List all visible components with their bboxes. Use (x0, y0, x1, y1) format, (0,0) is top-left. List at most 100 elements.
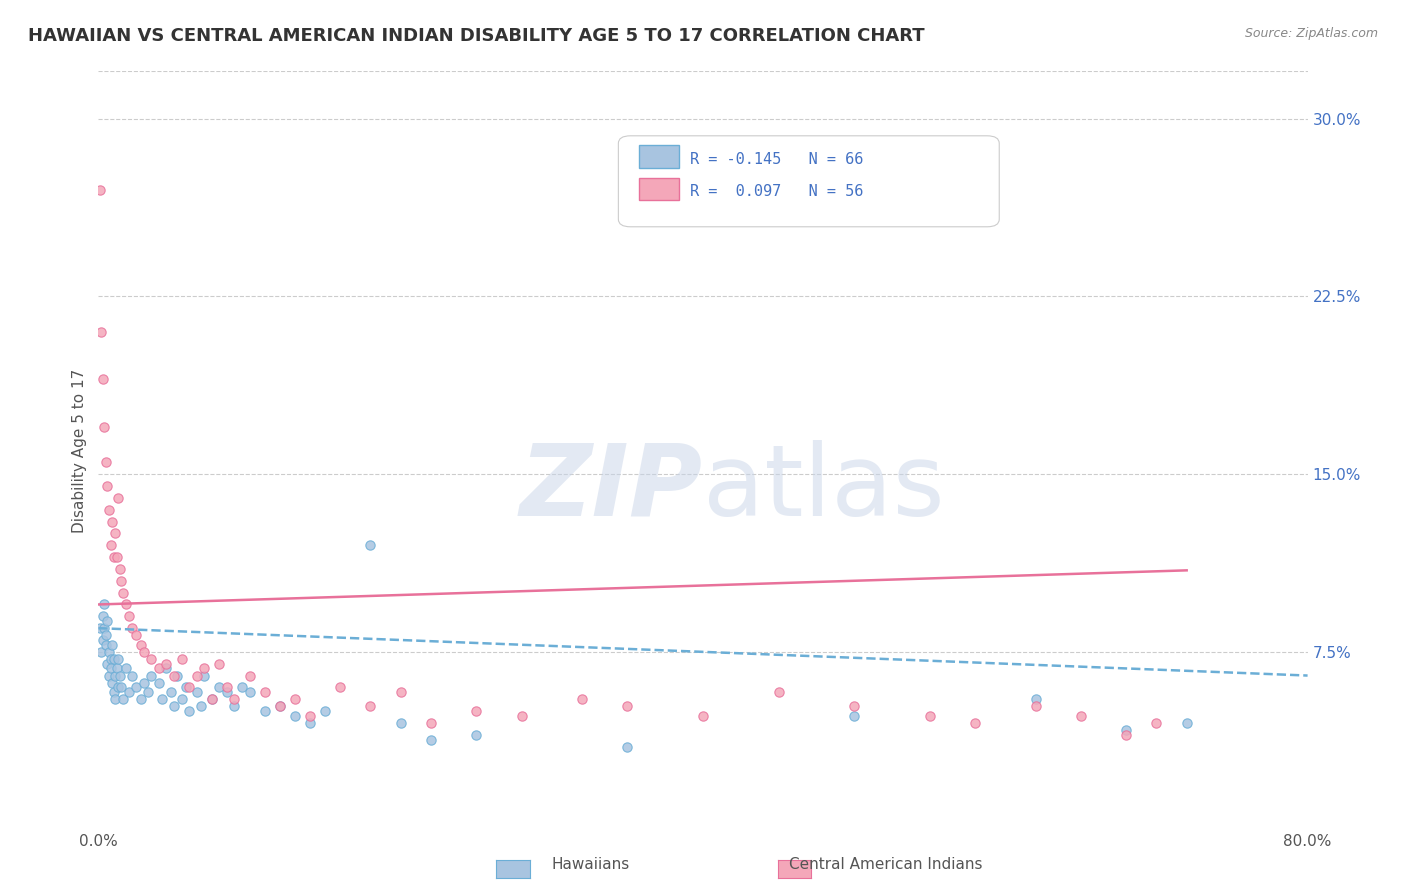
Point (91, 633, 114, 648)
Point (1115, 728, 1137, 742)
Point (107, 491, 129, 505)
Point (571, 692, 593, 706)
Point (103, 685, 125, 699)
Point (239, 668, 262, 682)
Text: ZIP: ZIP (520, 440, 703, 537)
Point (93, 419, 115, 434)
Point (91, 609, 114, 624)
Point (155, 657, 177, 671)
Point (224, 692, 246, 706)
Point (118, 685, 141, 699)
Point (98, 668, 121, 682)
Point (360, 699, 382, 714)
Point (107, 681, 129, 695)
Point (170, 692, 193, 706)
Point (103, 652, 125, 666)
Point (94, 455, 117, 469)
Point (105, 550, 128, 565)
Point (96, 479, 118, 493)
Point (1175, 715, 1198, 730)
Point (768, 685, 790, 699)
Point (1024, 692, 1046, 706)
Point (118, 609, 141, 624)
Point (100, 661, 122, 675)
Point (193, 661, 215, 675)
Point (299, 715, 322, 730)
Point (314, 704, 336, 718)
Point (160, 685, 183, 699)
Point (104, 692, 127, 706)
Point (132, 645, 155, 659)
Text: R = -0.145   N = 66: R = -0.145 N = 66 (690, 153, 863, 168)
Point (129, 638, 152, 652)
Point (110, 574, 132, 588)
Point (174, 681, 197, 695)
Point (94, 628, 117, 642)
Point (114, 598, 136, 612)
Point (193, 668, 215, 682)
Point (239, 685, 262, 699)
Point (150, 692, 173, 706)
Point (170, 652, 193, 666)
Point (93, 621, 115, 635)
Point (163, 668, 186, 682)
Point (103, 550, 125, 565)
Point (616, 699, 638, 714)
Point (186, 668, 208, 682)
Point (107, 652, 129, 666)
Point (918, 708, 941, 723)
Text: R =  0.097   N = 56: R = 0.097 N = 56 (690, 185, 863, 199)
Point (253, 704, 276, 718)
Point (104, 668, 127, 682)
Point (111, 585, 134, 599)
Point (101, 515, 124, 529)
Point (1024, 699, 1046, 714)
Point (692, 708, 714, 723)
Point (616, 739, 638, 754)
Point (89, 621, 111, 635)
Point (329, 681, 352, 695)
Point (179, 704, 201, 718)
Point (253, 685, 276, 699)
Point (844, 708, 866, 723)
Point (465, 704, 488, 718)
Point (420, 732, 443, 747)
Point (125, 681, 148, 695)
Point (96, 657, 118, 671)
Point (96, 614, 118, 628)
Point (1070, 708, 1092, 723)
Point (114, 661, 136, 675)
Point (98, 502, 121, 516)
Point (93, 598, 115, 612)
Text: Source: ZipAtlas.com: Source: ZipAtlas.com (1244, 27, 1378, 40)
Point (224, 699, 246, 714)
Point (125, 628, 148, 642)
Point (215, 685, 238, 699)
Point (121, 621, 143, 635)
FancyBboxPatch shape (638, 145, 679, 168)
Point (510, 708, 533, 723)
Point (269, 699, 291, 714)
Point (231, 681, 253, 695)
Point (360, 538, 382, 552)
Point (111, 692, 134, 706)
Point (100, 538, 122, 552)
Point (201, 692, 224, 706)
Point (104, 526, 127, 541)
Y-axis label: Disability Age 5 to 17: Disability Age 5 to 17 (72, 368, 87, 533)
Point (215, 681, 238, 695)
Point (141, 668, 163, 682)
Point (269, 699, 291, 714)
Point (110, 681, 132, 695)
Point (132, 675, 155, 690)
Point (101, 638, 124, 652)
Point (1115, 723, 1137, 737)
Point (1144, 715, 1167, 730)
Point (141, 652, 163, 666)
Point (100, 652, 122, 666)
Point (98, 645, 121, 659)
Point (90, 325, 112, 339)
Text: Central American Indians: Central American Indians (789, 857, 983, 872)
Point (89, 183, 111, 197)
Point (284, 692, 307, 706)
